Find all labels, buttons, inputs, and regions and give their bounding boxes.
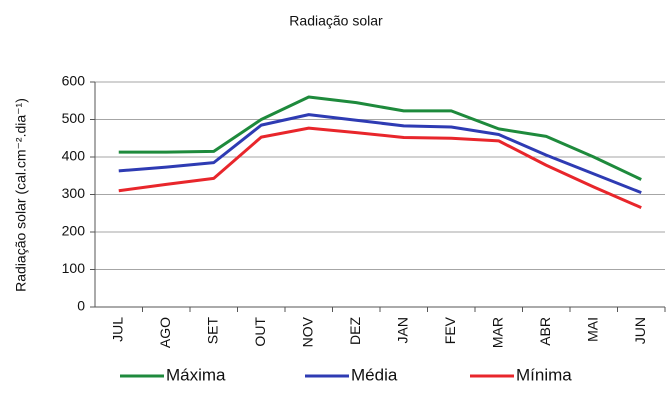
y-tick-label: 300	[62, 185, 86, 201]
x-tick-label: SET	[204, 317, 220, 345]
y-tick-label: 0	[77, 298, 85, 314]
y-tick-label: 100	[62, 260, 86, 276]
x-tick-label: MAI	[584, 317, 600, 342]
x-tick-label: JUL	[109, 317, 125, 342]
legend-label: Máxima	[166, 365, 226, 384]
y-tick-label: 400	[62, 148, 86, 164]
chart-title: Radiação solar	[289, 13, 383, 29]
x-tick-label: OUT	[252, 317, 268, 347]
legend-label: Mínima	[516, 365, 572, 384]
x-tick-label: MAR	[489, 317, 505, 348]
x-tick-label: NOV	[299, 316, 315, 347]
y-tick-label: 600	[62, 73, 86, 89]
x-tick-label: JUN	[632, 317, 648, 344]
x-tick-label: DEZ	[347, 317, 363, 345]
series-line	[118, 95, 642, 181]
legend-label: Média	[351, 365, 398, 384]
x-tick-label: AGO	[157, 317, 173, 348]
y-tick-label: 200	[62, 223, 86, 239]
x-tick-label: FEV	[442, 316, 458, 344]
x-tick-label: ABR	[537, 317, 553, 346]
y-axis-label: Radiação solar (cal.cm⁻².dia⁻¹)	[13, 98, 29, 292]
x-tick-label: JAN	[394, 317, 410, 343]
y-tick-label: 500	[62, 110, 86, 126]
series-line	[118, 126, 642, 210]
series-line	[118, 113, 642, 195]
